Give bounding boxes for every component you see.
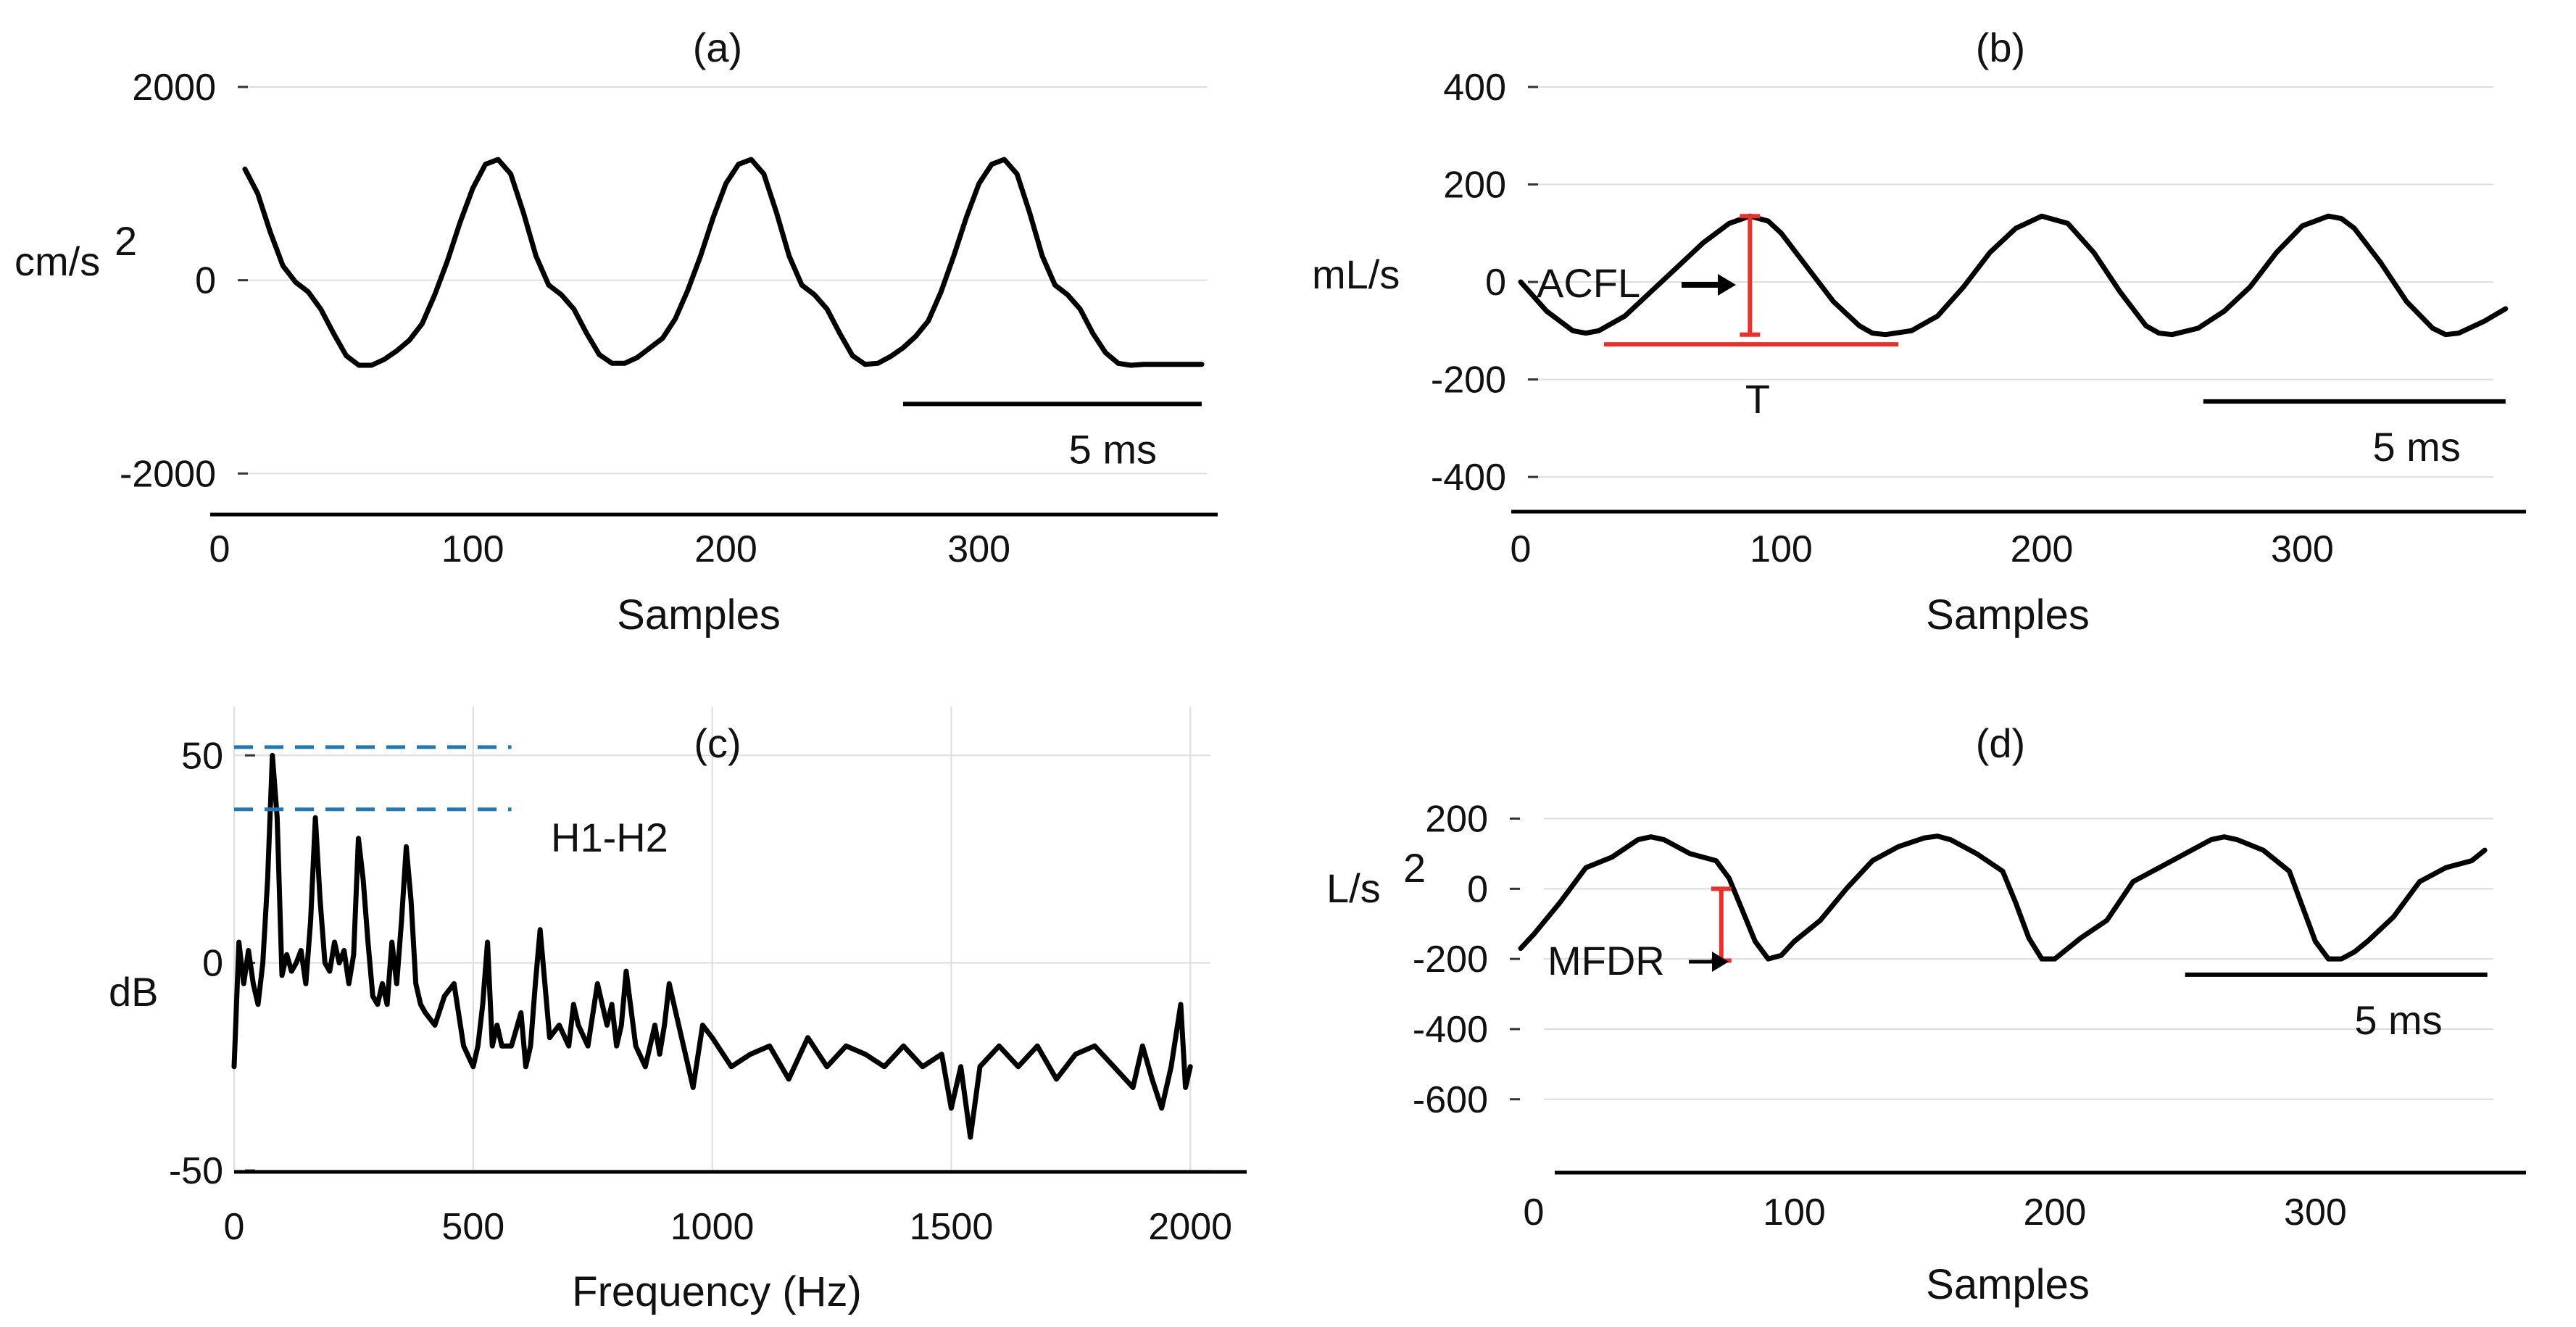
x-tick-label: 300 <box>947 528 1010 570</box>
y-tick-label: -200 <box>1413 939 1488 981</box>
x-tick-label: 2000 <box>1148 1206 1232 1248</box>
mfdr-label: MFDR <box>1547 938 1665 983</box>
y-axis-label: cm/s <box>14 238 100 284</box>
scale-bar-label: 5 ms <box>1069 426 1157 472</box>
y-tick-label: 0 <box>195 260 216 302</box>
y-tick-label: -400 <box>1413 1009 1488 1051</box>
x-tick-label: 200 <box>694 528 757 570</box>
y-tick-label: 400 <box>1443 67 1506 109</box>
x-axis-label: Samples <box>617 591 781 638</box>
x-tick-label: 100 <box>1750 528 1813 570</box>
y-tick-label: 200 <box>1443 165 1506 207</box>
y-axis-label-superscript: 2 <box>1403 845 1426 891</box>
x-axis-label: Samples <box>1926 591 2090 638</box>
panel-title: (c) <box>694 720 741 766</box>
x-tick-label: 500 <box>441 1206 504 1248</box>
y-tick-label: 0 <box>1467 868 1488 910</box>
x-tick-label: 1500 <box>910 1206 994 1248</box>
h1-h2-label: H1-H2 <box>551 815 668 860</box>
x-tick-label: 200 <box>2024 1191 2087 1234</box>
x-tick-label: 0 <box>1511 528 1532 570</box>
x-tick-label: 200 <box>2011 528 2074 570</box>
x-tick-label: 100 <box>441 528 504 570</box>
y-tick-label: -400 <box>1431 457 1506 499</box>
y-tick-label: -2000 <box>120 453 216 495</box>
panel-title: (d) <box>1976 720 2025 766</box>
scale-bar-label: 5 ms <box>2354 997 2442 1043</box>
y-axis-label-superscript: 2 <box>115 218 137 264</box>
t-label: T <box>1745 376 1770 422</box>
x-axis-label: Frequency (Hz) <box>572 1268 862 1315</box>
x-tick-label: 0 <box>224 1206 245 1248</box>
series-line-flow-derivative <box>1518 833 2488 962</box>
x-tick-label: 0 <box>209 528 230 570</box>
y-tick-label: -200 <box>1431 359 1506 402</box>
y-axis-label: mL/s <box>1312 251 1400 297</box>
scale-bar-label: 5 ms <box>2372 424 2460 470</box>
x-tick-label: 100 <box>1763 1191 1826 1234</box>
series-line-glottal-flow <box>1518 213 2509 338</box>
series-line-acceleration <box>242 157 1205 368</box>
mfdr-arrow-head <box>1712 952 1729 972</box>
panel-title: (a) <box>693 25 742 70</box>
acfl-arrow-head <box>1718 274 1736 296</box>
x-tick-label: 0 <box>1524 1191 1545 1234</box>
panel-a: 2000 0 -2000 0 100 200 300 (a) Samples cm/s 2 5 ms <box>14 25 1218 638</box>
acfl-label: ACFL <box>1537 260 1640 306</box>
y-axis-label: dB <box>109 969 159 1015</box>
y-tick-label: 2000 <box>132 67 216 109</box>
x-axis-label: Samples <box>1926 1261 2090 1308</box>
series-line-spectrum <box>231 752 1193 1140</box>
x-tick-label: 300 <box>2271 528 2334 570</box>
panel-c: 500-500 500 1000 1500 2000(c)Frequency (Hz)d… <box>109 707 1247 1315</box>
y-tick-label: -600 <box>1413 1079 1488 1121</box>
y-tick-label: 0 <box>202 943 223 985</box>
y-tick-label: 200 <box>1425 799 1488 841</box>
y-tick-label: 0 <box>1485 262 1506 304</box>
x-tick-label: 1000 <box>670 1206 755 1248</box>
panel-title: (b) <box>1976 25 2025 70</box>
y-tick-label: -50 <box>169 1150 223 1192</box>
y-axis-label: L/s <box>1326 865 1381 911</box>
y-tick-label: 50 <box>181 735 223 777</box>
panel-d: 200 0 -200 -400 -600 0 100 200 300 (d) Samples L/s 2… <box>1326 720 2526 1308</box>
x-tick-label: 300 <box>2284 1191 2347 1234</box>
